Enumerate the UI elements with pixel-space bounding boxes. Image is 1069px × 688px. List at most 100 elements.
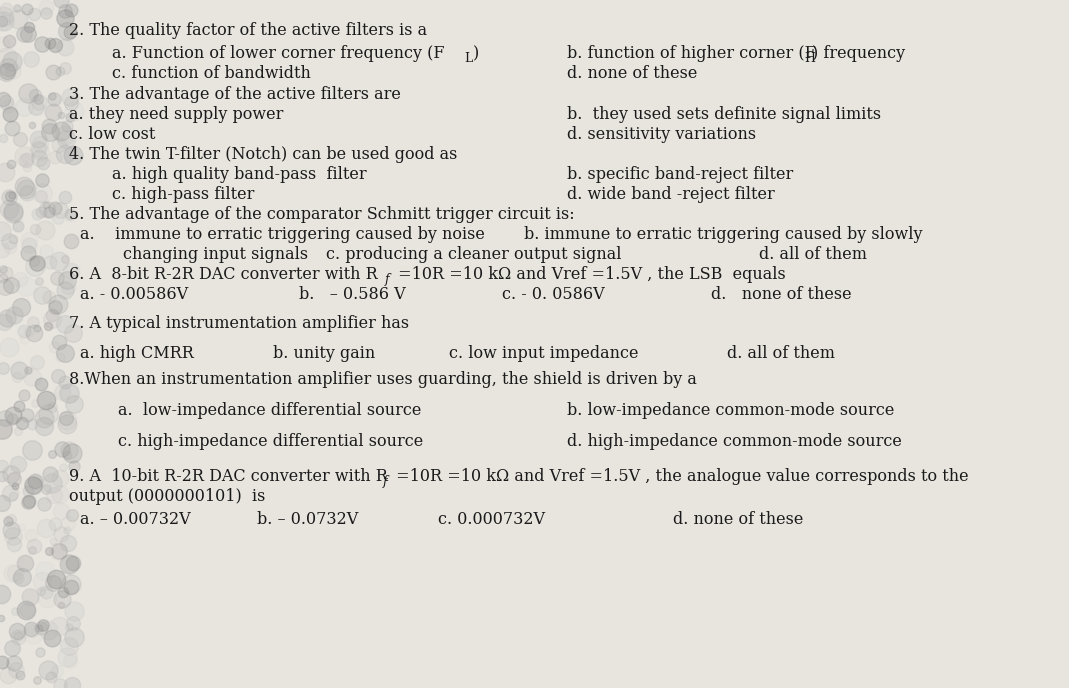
Point	[22, 53, 40, 64]
Point	[19, 364, 36, 375]
Point	[0, 245, 11, 256]
Point	[0, 236, 17, 247]
Point	[4, 207, 21, 218]
Point	[66, 632, 83, 643]
Point	[57, 129, 74, 140]
Point	[12, 133, 29, 144]
Point	[52, 0, 69, 6]
Text: ) frequency: ) frequency	[812, 45, 905, 62]
Point	[4, 65, 21, 76]
Point	[6, 568, 24, 579]
Point	[7, 626, 25, 637]
Point	[25, 481, 42, 492]
Point	[20, 496, 37, 507]
Point	[41, 206, 58, 217]
Point	[16, 152, 33, 163]
Point	[50, 139, 67, 150]
Point	[64, 679, 81, 688]
Point	[38, 592, 56, 603]
Point	[0, 471, 11, 482]
Point	[65, 605, 82, 616]
Point	[57, 376, 74, 387]
Point	[53, 594, 71, 605]
Point	[62, 235, 79, 246]
Point	[62, 558, 79, 569]
Point	[27, 102, 44, 113]
Point	[41, 292, 58, 303]
Point	[28, 357, 45, 368]
Point	[18, 155, 35, 166]
Point	[28, 675, 45, 686]
Point	[0, 39, 11, 50]
Point	[0, 10, 12, 21]
Point	[0, 15, 10, 26]
Point	[11, 273, 28, 284]
Point	[21, 590, 38, 601]
Point	[34, 158, 51, 169]
Point	[37, 484, 55, 495]
Point	[58, 450, 75, 461]
Text: c. low input impedance: c. low input impedance	[449, 345, 638, 362]
Text: 4. The twin T-filter (Notch) can be used good as: 4. The twin T-filter (Notch) can be used…	[69, 147, 458, 163]
Point	[63, 266, 80, 277]
Text: b.   – 0.586 V: b. – 0.586 V	[299, 286, 406, 303]
Point	[0, 516, 16, 527]
Point	[37, 200, 55, 211]
Point	[0, 313, 15, 324]
Point	[12, 301, 29, 312]
Point	[2, 158, 19, 169]
Point	[0, 317, 13, 328]
Point	[40, 625, 57, 636]
Text: 8.When an instrumentation amplifier uses guarding, the shield is driven by a: 8.When an instrumentation amplifier uses…	[69, 372, 697, 388]
Point	[62, 98, 79, 109]
Text: c. high-impedance differential source: c. high-impedance differential source	[118, 433, 423, 450]
Point	[37, 8, 55, 19]
Text: 7. A typical instrumentation amplifier has: 7. A typical instrumentation amplifier h…	[69, 315, 409, 332]
Point	[44, 478, 61, 489]
Point	[0, 67, 15, 78]
Point	[51, 679, 68, 688]
Point	[49, 371, 66, 382]
Point	[0, 61, 16, 72]
Point	[57, 148, 74, 159]
Point	[57, 284, 74, 295]
Point	[0, 15, 10, 26]
Point	[32, 146, 49, 157]
Point	[37, 1, 55, 12]
Text: b. function of higher corner (F: b. function of higher corner (F	[567, 45, 816, 62]
Point	[2, 525, 19, 536]
Point	[42, 127, 59, 138]
Point	[57, 319, 74, 330]
Point	[17, 605, 34, 616]
Point	[3, 468, 20, 479]
Point	[0, 613, 10, 624]
Point	[0, 226, 10, 237]
Point	[24, 444, 41, 455]
Text: f: f	[385, 273, 389, 286]
Point	[11, 364, 28, 375]
Point	[0, 362, 12, 373]
Point	[32, 191, 49, 202]
Point	[18, 3, 35, 14]
Point	[26, 8, 43, 19]
Point	[2, 241, 19, 252]
Point	[47, 301, 64, 312]
Point	[3, 279, 20, 290]
Point	[6, 481, 24, 492]
Point	[4, 233, 21, 244]
Point	[36, 420, 53, 431]
Point	[62, 581, 79, 592]
Point	[20, 21, 37, 32]
Point	[19, 410, 36, 421]
Point	[51, 488, 68, 499]
Point	[15, 101, 32, 112]
Text: c. - 0. 0586V: c. - 0. 0586V	[502, 286, 605, 303]
Point	[33, 39, 50, 50]
Point	[46, 489, 63, 500]
Text: c. 0.000732V: c. 0.000732V	[438, 511, 545, 528]
Point	[61, 208, 78, 219]
Point	[10, 630, 27, 641]
Point	[16, 325, 33, 336]
Point	[58, 134, 75, 145]
Point	[0, 16, 13, 27]
